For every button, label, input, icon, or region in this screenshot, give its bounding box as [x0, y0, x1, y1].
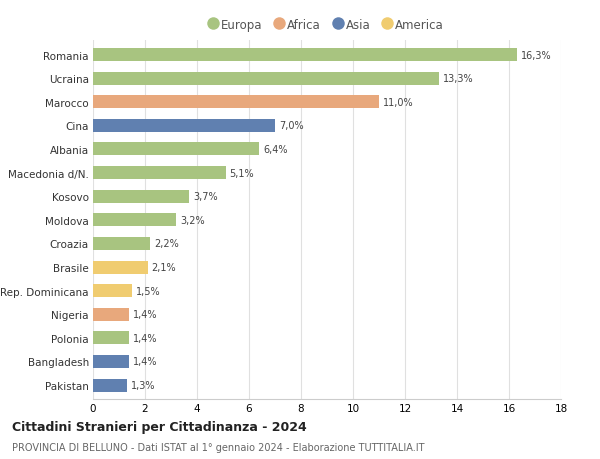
Text: 1,5%: 1,5%: [136, 286, 161, 296]
Bar: [93, 73, 439, 85]
Bar: [93, 355, 130, 368]
Text: Cittadini Stranieri per Cittadinanza - 2024: Cittadini Stranieri per Cittadinanza - 2…: [12, 420, 307, 433]
Bar: [93, 261, 148, 274]
Bar: [93, 237, 150, 250]
Text: 5,1%: 5,1%: [229, 168, 254, 178]
Text: 7,0%: 7,0%: [279, 121, 304, 131]
Text: 11,0%: 11,0%: [383, 98, 413, 107]
Text: 6,4%: 6,4%: [263, 145, 288, 155]
Text: 2,1%: 2,1%: [151, 263, 176, 273]
Text: 1,3%: 1,3%: [131, 380, 155, 390]
Bar: [93, 120, 275, 133]
Bar: [93, 285, 132, 297]
Bar: [93, 143, 259, 156]
Bar: [93, 331, 130, 345]
Text: 3,2%: 3,2%: [180, 215, 205, 225]
Legend: Europa, Africa, Asia, America: Europa, Africa, Asia, America: [210, 19, 444, 32]
Bar: [93, 167, 226, 179]
Text: 2,2%: 2,2%: [154, 239, 179, 249]
Bar: [93, 190, 189, 203]
Bar: [93, 49, 517, 62]
Text: PROVINCIA DI BELLUNO - Dati ISTAT al 1° gennaio 2024 - Elaborazione TUTTITALIA.I: PROVINCIA DI BELLUNO - Dati ISTAT al 1° …: [12, 442, 425, 452]
Text: 3,7%: 3,7%: [193, 192, 218, 202]
Bar: [93, 308, 130, 321]
Text: 16,3%: 16,3%: [521, 50, 551, 61]
Bar: [93, 214, 176, 227]
Text: 1,4%: 1,4%: [133, 309, 158, 319]
Text: 13,3%: 13,3%: [443, 74, 473, 84]
Bar: [93, 379, 127, 392]
Text: 1,4%: 1,4%: [133, 333, 158, 343]
Bar: [93, 96, 379, 109]
Text: 1,4%: 1,4%: [133, 357, 158, 367]
